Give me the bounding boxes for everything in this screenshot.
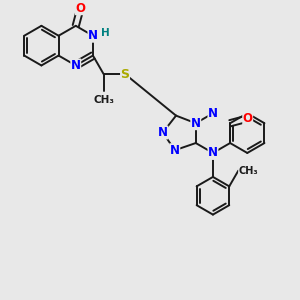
Text: CH₃: CH₃ (238, 166, 258, 176)
Text: N: N (158, 126, 168, 139)
Text: N: N (170, 144, 180, 157)
Text: N: N (191, 117, 201, 130)
Text: N: N (208, 107, 218, 120)
Text: CH₃: CH₃ (93, 95, 114, 105)
Text: S: S (121, 68, 130, 81)
Text: O: O (243, 112, 253, 125)
Text: H: H (100, 28, 109, 38)
Text: N: N (208, 146, 218, 160)
Text: O: O (76, 2, 85, 15)
Text: N: N (88, 29, 98, 42)
Text: N: N (71, 59, 81, 72)
